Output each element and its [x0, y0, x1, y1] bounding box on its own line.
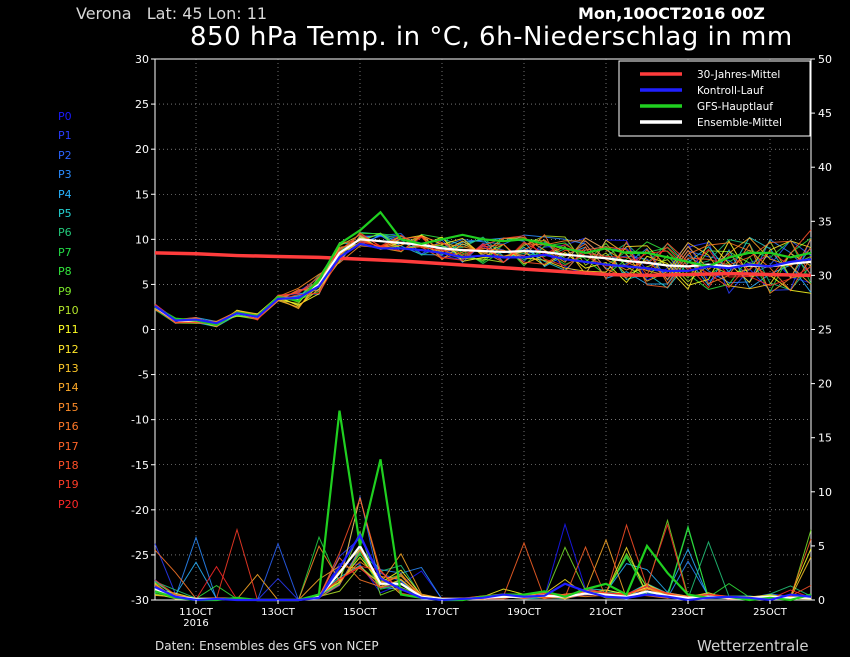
y-left-tick-label: 0 [142, 324, 149, 337]
y-left-tick-label: 5 [142, 278, 149, 291]
legend-label: Ensemble-Mittel [697, 117, 782, 129]
x-year-label: 2016 [183, 618, 208, 629]
y-left-tick-label: -30 [131, 594, 149, 607]
y-right-tick-label: 35 [818, 215, 832, 228]
series-line-kontroll-lauf-niederschlag [154, 532, 812, 602]
y-left-tick-label: -15 [131, 459, 149, 472]
y-left-tick-label: -10 [131, 414, 149, 427]
y-left-tick-label: 30 [135, 53, 149, 66]
y-right-tick-label: 0 [818, 594, 825, 607]
x-tick-label: 15OCT [343, 607, 378, 618]
member-label-p19: P19 [58, 478, 79, 492]
y-right-tick-label: 5 [818, 540, 825, 553]
x-tick-label: 17OCT [425, 607, 460, 618]
member-label-p12: P12 [58, 342, 79, 356]
y-right-tick-label: 25 [818, 324, 832, 337]
chart-title: 850 hPa Temp. in °C, 6h-Niederschlag in … [190, 22, 793, 52]
y-left-tick-label: 15 [135, 188, 149, 201]
member-label-p20: P20 [58, 497, 79, 511]
y-right-tick-label: 50 [818, 53, 832, 66]
member-label-p0: P0 [58, 110, 72, 123]
y-left-tick-label: 10 [135, 233, 149, 246]
ensemble-member-line [154, 235, 812, 322]
brand-label: Wetterzentrale [697, 637, 809, 655]
member-label-p7: P7 [58, 245, 72, 259]
legend-label: Kontroll-Lauf [697, 85, 764, 97]
member-label-p11: P11 [58, 323, 79, 337]
member-label-p4: P4 [58, 187, 72, 201]
member-label-p8: P8 [58, 265, 72, 279]
y-left-tick-label: -20 [131, 504, 149, 517]
y-left-tick-label: -5 [138, 369, 149, 382]
member-label-p3: P3 [58, 168, 72, 182]
member-label-p2: P2 [58, 148, 72, 162]
y-right-tick-label: 20 [818, 378, 832, 391]
series-lines [154, 210, 812, 602]
member-label-p16: P16 [58, 420, 79, 434]
member-label-p13: P13 [58, 362, 79, 376]
x-tick-label: 23OCT [671, 607, 706, 618]
run-date-label: Mon,10OCT2016 00Z [578, 4, 765, 23]
data-source-label: Daten: Ensembles des GFS von NCEP [155, 639, 379, 653]
y-left-tick-label: 25 [135, 98, 149, 111]
x-tick-label: 13OCT [261, 607, 296, 618]
member-label-p17: P17 [58, 439, 79, 453]
legend-label: 30-Jahres-Mittel [697, 69, 780, 81]
y-right-tick-label: 10 [818, 486, 832, 499]
x-tick-label: 25OCT [753, 607, 788, 618]
x-tick-label: 19OCT [507, 607, 542, 618]
y-left-tick-label: 20 [135, 143, 149, 156]
axes: 302520151050-5-10-15-20-25-3050454035302… [131, 53, 832, 629]
member-label-p18: P18 [58, 459, 79, 473]
legend-label: GFS-Hauptlauf [697, 101, 773, 113]
member-label-p6: P6 [58, 226, 72, 240]
y-right-tick-label: 15 [818, 432, 832, 445]
member-list: P0 P1 P2 P3 P4 P5 P6 P7 P8 P9 P10 P11 P12 P13 P14 P15 P1… [58, 110, 79, 517]
x-tick-label: 11OCT [179, 607, 214, 618]
series-line-30-jahres-mittel [154, 251, 812, 278]
member-label-p10: P10 [58, 303, 79, 317]
legend: 30-Jahres-Mittel Kontroll-Lauf GFS-Hauptla… [618, 60, 811, 137]
y-left-tick-label: -25 [131, 549, 149, 562]
member-label-p1: P1 [58, 129, 72, 143]
x-tick-label: 21OCT [589, 607, 624, 618]
member-label-p14: P14 [58, 381, 79, 395]
y-right-tick-label: 45 [818, 107, 832, 120]
series-line-kontroll-lauf [154, 242, 812, 325]
member-label-p5: P5 [58, 206, 72, 220]
member-label-p15: P15 [58, 400, 79, 414]
y-right-tick-label: 30 [818, 269, 832, 282]
member-label-p9: P9 [58, 284, 72, 298]
location-label: Verona Lat: 45 Lon: 11 [76, 4, 268, 23]
y-right-tick-label: 40 [818, 161, 832, 174]
